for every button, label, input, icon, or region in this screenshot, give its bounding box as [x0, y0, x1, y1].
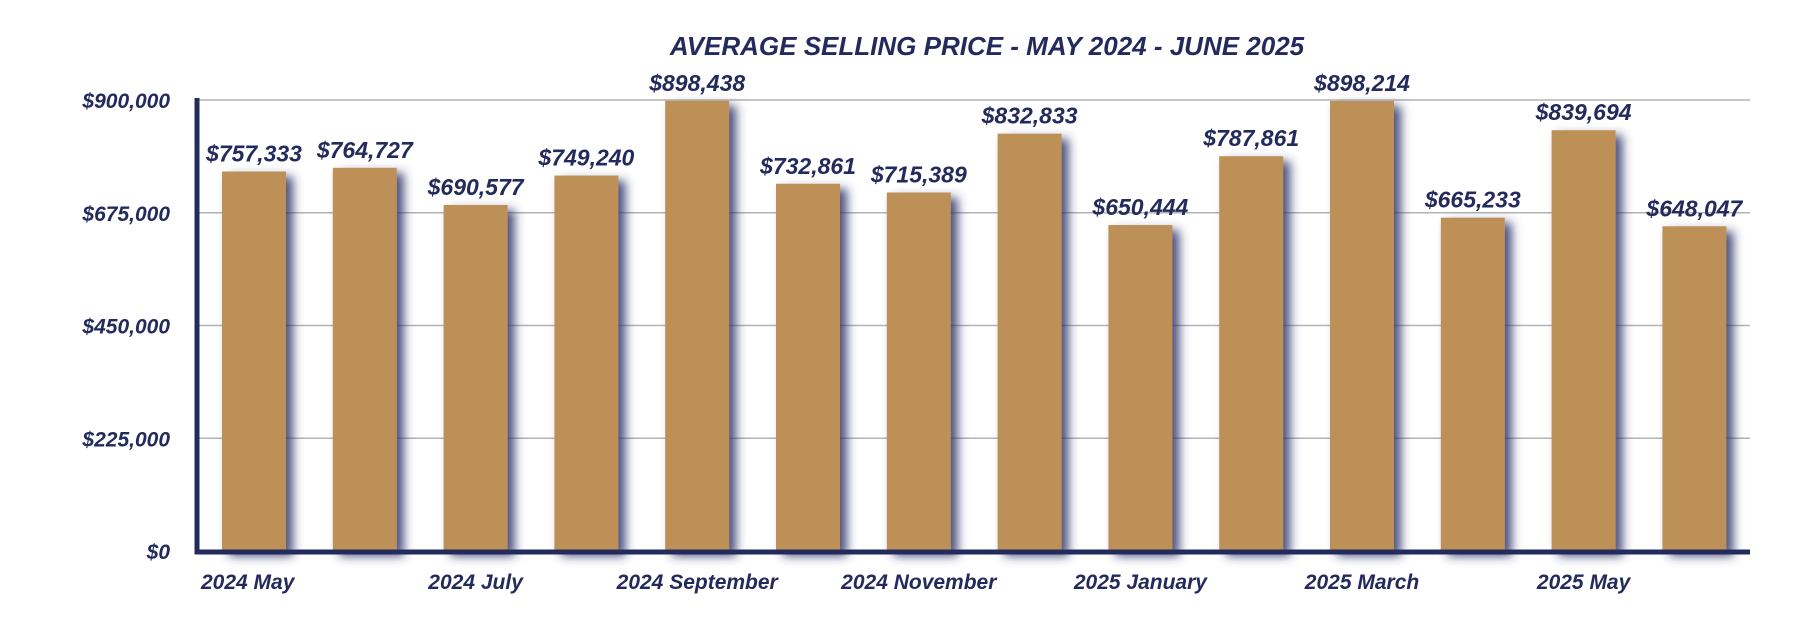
- bar: [1551, 130, 1616, 551]
- x-tick-label: 2025 March: [1304, 571, 1419, 594]
- x-tick-label: 2024 November: [840, 571, 998, 594]
- bar: [665, 100, 730, 551]
- bar: [997, 133, 1062, 551]
- data-label: $648,047: [1645, 195, 1743, 221]
- y-tick-label: $225,000: [81, 428, 170, 451]
- data-label: $757,333: [205, 140, 302, 166]
- bar: [443, 204, 508, 551]
- data-label: $732,861: [759, 153, 856, 179]
- x-tick-label: 2024 July: [427, 571, 524, 594]
- y-tick-label: $450,000: [81, 316, 170, 339]
- data-label: $832,833: [981, 103, 1078, 129]
- data-label: $764,727: [316, 137, 414, 163]
- data-label: $839,694: [1535, 99, 1632, 125]
- bar: [1440, 217, 1505, 551]
- bar: [554, 175, 619, 551]
- bar: [1108, 225, 1173, 551]
- data-label: $650,444: [1091, 194, 1188, 220]
- data-label: $749,240: [537, 145, 634, 171]
- y-tick-label: $675,000: [81, 203, 170, 226]
- gridlines: [197, 99, 1750, 439]
- bar: [886, 192, 951, 551]
- bar: [776, 183, 840, 552]
- data-label: $715,389: [870, 162, 967, 188]
- bar: [1219, 156, 1284, 551]
- bars: [222, 100, 1727, 552]
- bar: [1330, 100, 1394, 551]
- y-tick-label: $0: [146, 541, 171, 564]
- chart-title: AVERAGE SELLING PRICE - MAY 2024 - JUNE …: [669, 31, 1305, 61]
- data-label: $690,577: [427, 174, 525, 200]
- axes: [194, 98, 1750, 555]
- y-tick-label: $900,000: [81, 90, 170, 113]
- bar: [332, 167, 397, 551]
- data-label: $898,214: [1313, 70, 1410, 96]
- x-axis-ticks: 2024 May 2024 July 2024 September 2024 Nove…: [200, 571, 1632, 594]
- x-tick-label: 2025 May: [1536, 571, 1632, 594]
- data-label: $787,861: [1202, 125, 1299, 151]
- bar: [1662, 226, 1727, 551]
- y-axis-ticks: $0 $225,000 $450,000 $675,000 $900,000: [81, 90, 170, 564]
- x-tick-label: 2025 January: [1073, 571, 1208, 594]
- x-tick-label: 2024 September: [616, 571, 780, 594]
- data-labels: $757,333 $764,727 $690,577 $749,240 $898,438…: [205, 70, 1744, 221]
- x-tick-label: 2024 May: [200, 571, 296, 594]
- data-label: $898,438: [648, 70, 745, 96]
- bar: [222, 171, 286, 552]
- data-label: $665,233: [1424, 187, 1521, 213]
